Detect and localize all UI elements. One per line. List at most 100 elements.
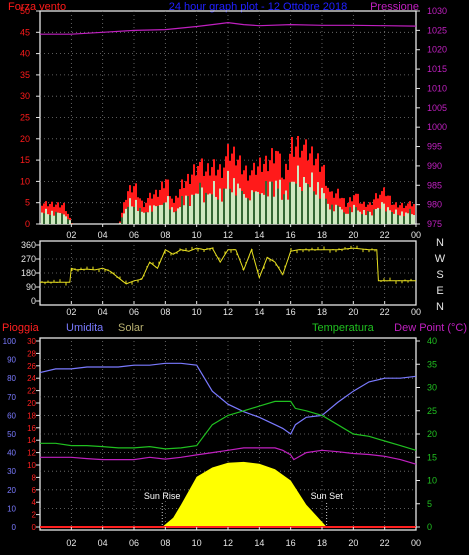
wind-avg-bar [183,205,185,224]
dir-ytick-label: 180 [21,268,36,278]
wind-avg-bar [359,211,361,224]
wind-avg-bar [249,200,251,224]
wind-avg-bar [143,212,145,224]
series-pressione [40,21,417,35]
wind-avg-bar [283,194,285,224]
wind-avg-bar [369,211,371,224]
temp-ytick-label: 0 [427,522,432,532]
wind-avg-bar [337,205,339,224]
dir-ytick-label: 0 [31,296,36,306]
wind-avg-bar [135,199,137,224]
wind-avg-bar [215,196,217,224]
legend-solar: Solar [118,322,144,334]
wind-avg-bar [373,209,375,224]
wind-speed-bar [249,175,251,224]
wind-avg-bar [367,211,369,224]
pressure-ytick-label: 1015 [427,64,447,74]
legend-temperature: Temperatura [312,322,375,334]
wind-avg-bar [185,195,187,224]
wind-avg-bar [129,198,131,224]
wind-avg-bar [397,214,399,224]
weather-xtick-label: 10 [192,538,202,548]
wind-avg-bar [333,211,335,224]
rain-ytick-label: 18 [27,411,36,420]
wind-avg-bar [265,181,267,224]
wind-avg-bar [223,188,225,224]
wind-avg-bar [255,191,257,224]
wind-xtick-label: 18 [317,230,327,240]
wind-avg-bar [177,208,179,224]
wind-xtick-label: 20 [348,230,358,240]
wind-avg-bar [273,196,275,224]
wind-avg-bar [319,198,321,224]
wind-avg-bar [65,216,67,224]
wind-speed-bar [119,221,121,224]
wind-avg-bar [271,181,273,224]
wind-avg-bar [263,194,265,224]
wind-avg-bar [237,183,239,224]
weather-xtick-label: 14 [254,538,264,548]
wind-speed-bar [263,163,265,224]
wind-speed-bar [403,208,405,224]
weather-xtick-label: 22 [380,538,390,548]
rain-ytick-label: 30 [27,337,36,346]
wind-pressure-plot [40,21,417,224]
wind-avg-bar [195,193,197,224]
wind-avg-bar [121,217,123,224]
wind-avg-bar [219,188,221,224]
wind-avg-bar [47,214,49,224]
wind-avg-bar [181,195,183,224]
wind-speed-bar [245,165,247,224]
dir-xtick-label: 08 [160,307,170,317]
dir-xtick-label: 00 [411,307,421,317]
wind-avg-bar [217,199,219,224]
pressure-ytick-label: 1020 [427,45,447,55]
dir-xtick-label: 12 [223,307,233,317]
wind-avg-bar [355,207,357,224]
wind-speed-bar [175,195,177,224]
dir-xtick-label: 18 [317,307,327,317]
wind-avg-bar [331,204,333,224]
wind-avg-bar [253,192,255,224]
legend-rain: Pioggia [2,322,40,334]
wind-xtick-label: 08 [160,230,170,240]
wind-speed-bar [347,202,349,224]
wind-avg-bar [53,215,55,224]
wind-avg-bar [203,202,205,224]
wind-avg-bar [339,206,341,224]
grid-lines [40,11,416,527]
rain-ytick-label: 20 [27,399,36,408]
wind-avg-bar [209,193,211,224]
series-solar [40,461,416,527]
rain-ytick-label: 6 [32,486,37,495]
wind-avg-bar [343,212,345,224]
wind-speed-bar [147,198,149,224]
wind-avg-bar [157,205,159,224]
wind-avg-bar [167,196,169,224]
humidity-ytick-label: 90 [7,356,16,365]
wind-avg-bar [377,207,379,224]
wind-speed-bar [165,179,167,224]
wind-avg-bar [67,219,69,224]
wind-avg-bar [351,212,353,224]
wind-avg-bar [335,204,337,224]
compass-label: W [435,253,446,265]
wind-avg-bar [61,213,63,224]
wind-avg-bar [379,208,381,224]
wind-xtick-label: 12 [223,230,233,240]
wind-xtick-label: 04 [98,230,108,240]
wind-avg-bar [381,202,383,224]
wind-ytick-label: 35 [20,70,30,80]
wind-speed-bar [273,163,275,224]
wind-avg-bar [239,188,241,224]
wind-speed-bar [301,150,303,224]
wind-speed-bar [53,206,55,224]
humidity-ytick-label: 10 [7,504,16,513]
wind-avg-bar [393,213,395,224]
wind-avg-bar [303,177,305,224]
wind-avg-bar [131,206,133,224]
wind-avg-bar [45,208,47,224]
wind-ytick-label: 45 [20,27,30,37]
temp-ytick-label: 20 [427,429,437,439]
